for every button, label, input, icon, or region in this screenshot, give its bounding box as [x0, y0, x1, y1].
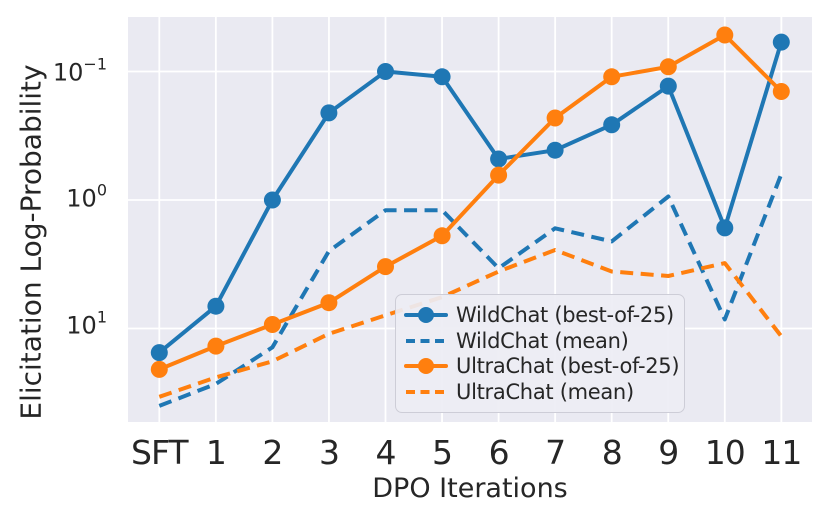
x-tick-label-2: 2: [262, 433, 283, 472]
legend-label: UltraChat (best-of-25): [456, 354, 680, 379]
x-tick-label-7: 7: [545, 433, 566, 472]
ultrachat-mean-swatch-icon: [406, 389, 446, 394]
x-tick-label-3: 3: [318, 433, 340, 472]
x-axis-label: DPO Iterations: [372, 473, 568, 504]
x-tick-label-9: 9: [658, 433, 679, 472]
ultrachat-best-swatch-icon: [404, 358, 448, 375]
y-tick-label-2: 101: [66, 307, 107, 340]
x-tick-label-5: 5: [432, 433, 453, 472]
legend-item-wildchat-mean: WildChat (mean): [404, 329, 674, 353]
legend-item-ultrachat-mean: UltraChat (mean): [404, 380, 674, 404]
legend-item-wildchat-best: WildChat (best-of-25): [404, 303, 674, 327]
wildchat-best-swatch-icon: [404, 307, 448, 323]
x-tick-label-11: 11: [761, 433, 802, 472]
wildchat-mean-swatch-icon: [406, 338, 446, 343]
legend-item-ultrachat-best: UltraChat (best-of-25): [404, 354, 680, 378]
y-tick-label-1: 100: [66, 180, 107, 213]
x-tick-label-6: 6: [488, 433, 510, 472]
legend: WildChat (best-of-25) WildChat (mean) Ul…: [395, 294, 685, 413]
y-axis-label: Elicitation Log-Probability: [14, 64, 48, 420]
legend-label: WildChat (mean): [456, 328, 629, 353]
y-tick-label-0: 10−1: [52, 54, 107, 87]
x-tick-label-1: 1: [205, 433, 227, 472]
x-tick-label-sft: SFT: [131, 433, 189, 472]
x-tick-label-4: 4: [375, 433, 397, 472]
x-tick-label-8: 8: [601, 433, 623, 472]
legend-label: WildChat (best-of-25): [456, 303, 674, 327]
x-tick-label-10: 10: [704, 433, 746, 472]
legend-label: UltraChat (mean): [456, 379, 634, 404]
